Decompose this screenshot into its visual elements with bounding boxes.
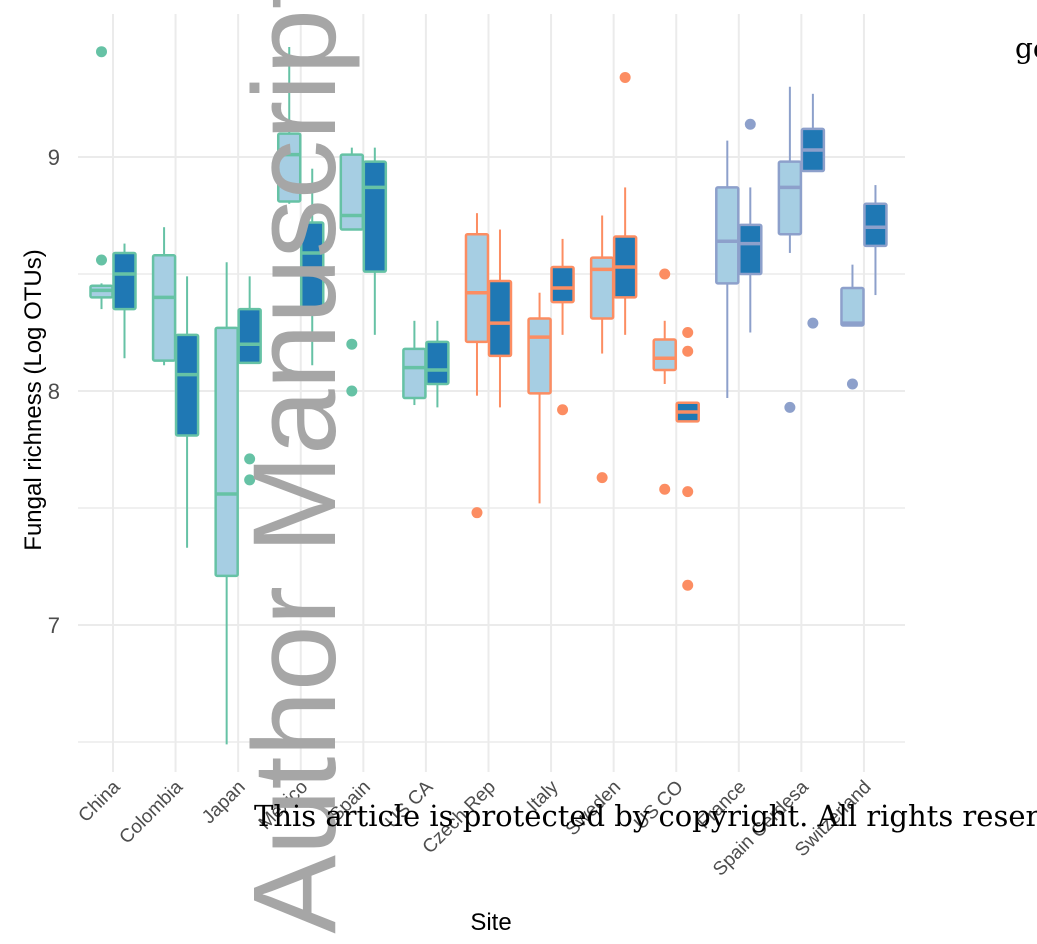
x-axis-title: Site — [470, 909, 511, 936]
outlier-point — [682, 345, 694, 357]
box-dark — [174, 276, 200, 548]
x-tick-label: Colombia — [116, 776, 188, 848]
box-light — [715, 140, 740, 399]
box-dark — [299, 168, 325, 366]
box-dark — [675, 327, 700, 591]
box-body — [715, 186, 740, 285]
box-body — [550, 265, 575, 304]
box-dark — [738, 118, 763, 333]
y-tick-label: 9 — [48, 145, 60, 170]
box-body — [174, 333, 200, 437]
box-body — [214, 326, 239, 578]
box-body — [299, 221, 325, 313]
box-body — [237, 307, 262, 365]
box-body — [276, 132, 302, 203]
box-dark — [800, 93, 826, 329]
box-body — [464, 232, 490, 344]
y-axis-title: Fungal richness (Log OTUs) — [20, 249, 47, 550]
outlier-point — [846, 378, 858, 390]
box-dark — [487, 229, 513, 408]
outlier-point — [659, 483, 671, 495]
outlier-point — [346, 385, 358, 397]
box-body — [777, 160, 803, 236]
y-axis-ticks: 7 8 9 — [48, 145, 60, 638]
box-light — [840, 264, 865, 390]
outlier-point — [659, 268, 671, 280]
outlier-point — [283, 369, 295, 381]
box-body — [362, 160, 388, 273]
box-body — [527, 317, 552, 395]
box-light — [402, 320, 427, 406]
box-light — [339, 147, 365, 397]
box-dark — [237, 276, 262, 486]
box-body — [425, 340, 450, 386]
box-dark — [550, 238, 575, 416]
box-body — [402, 347, 427, 400]
box-light — [276, 47, 302, 381]
x-tick-label: China — [75, 776, 125, 826]
box-body — [652, 338, 677, 372]
box-body — [840, 286, 865, 327]
outlier-point — [807, 317, 819, 329]
grid-lines — [78, 14, 905, 772]
corner-text-fragment: go — [1015, 32, 1037, 65]
box-body — [151, 254, 177, 362]
box-light — [151, 227, 177, 366]
box-light — [464, 213, 490, 519]
box-dark — [362, 147, 388, 335]
watermark-text: Author Manuscript — [229, 0, 361, 934]
outlier-point — [244, 453, 256, 465]
box-body — [589, 256, 615, 320]
box-light — [214, 262, 239, 745]
box-light — [89, 46, 114, 310]
y-tick-label: 7 — [48, 613, 60, 638]
outlier-point — [619, 71, 631, 83]
box-light — [527, 292, 552, 504]
box-body — [863, 202, 888, 248]
box-series — [89, 46, 888, 745]
outlier-point — [784, 401, 796, 413]
box-dark — [112, 243, 137, 359]
box-body — [487, 279, 513, 358]
box-light — [652, 268, 677, 495]
outlier-point — [596, 472, 608, 484]
outlier-point — [96, 254, 107, 266]
box-dark — [425, 320, 450, 408]
box-body — [738, 223, 763, 276]
outlier-point — [557, 404, 569, 416]
outlier-point — [346, 338, 358, 350]
outlier-point — [682, 327, 694, 338]
box-light — [777, 86, 803, 413]
copyright-notice: This article is protected by copyright. … — [254, 799, 1037, 833]
outlier-point — [471, 507, 483, 519]
y-tick-label: 8 — [48, 379, 60, 404]
box-dark — [863, 185, 888, 296]
outlier-point — [682, 579, 694, 591]
outlier-point — [244, 474, 256, 486]
box-dark — [612, 71, 638, 335]
box-light — [589, 215, 615, 484]
outlier-point — [96, 46, 107, 58]
box-body — [112, 251, 137, 311]
outlier-point — [682, 486, 694, 498]
outlier-point — [744, 118, 756, 130]
